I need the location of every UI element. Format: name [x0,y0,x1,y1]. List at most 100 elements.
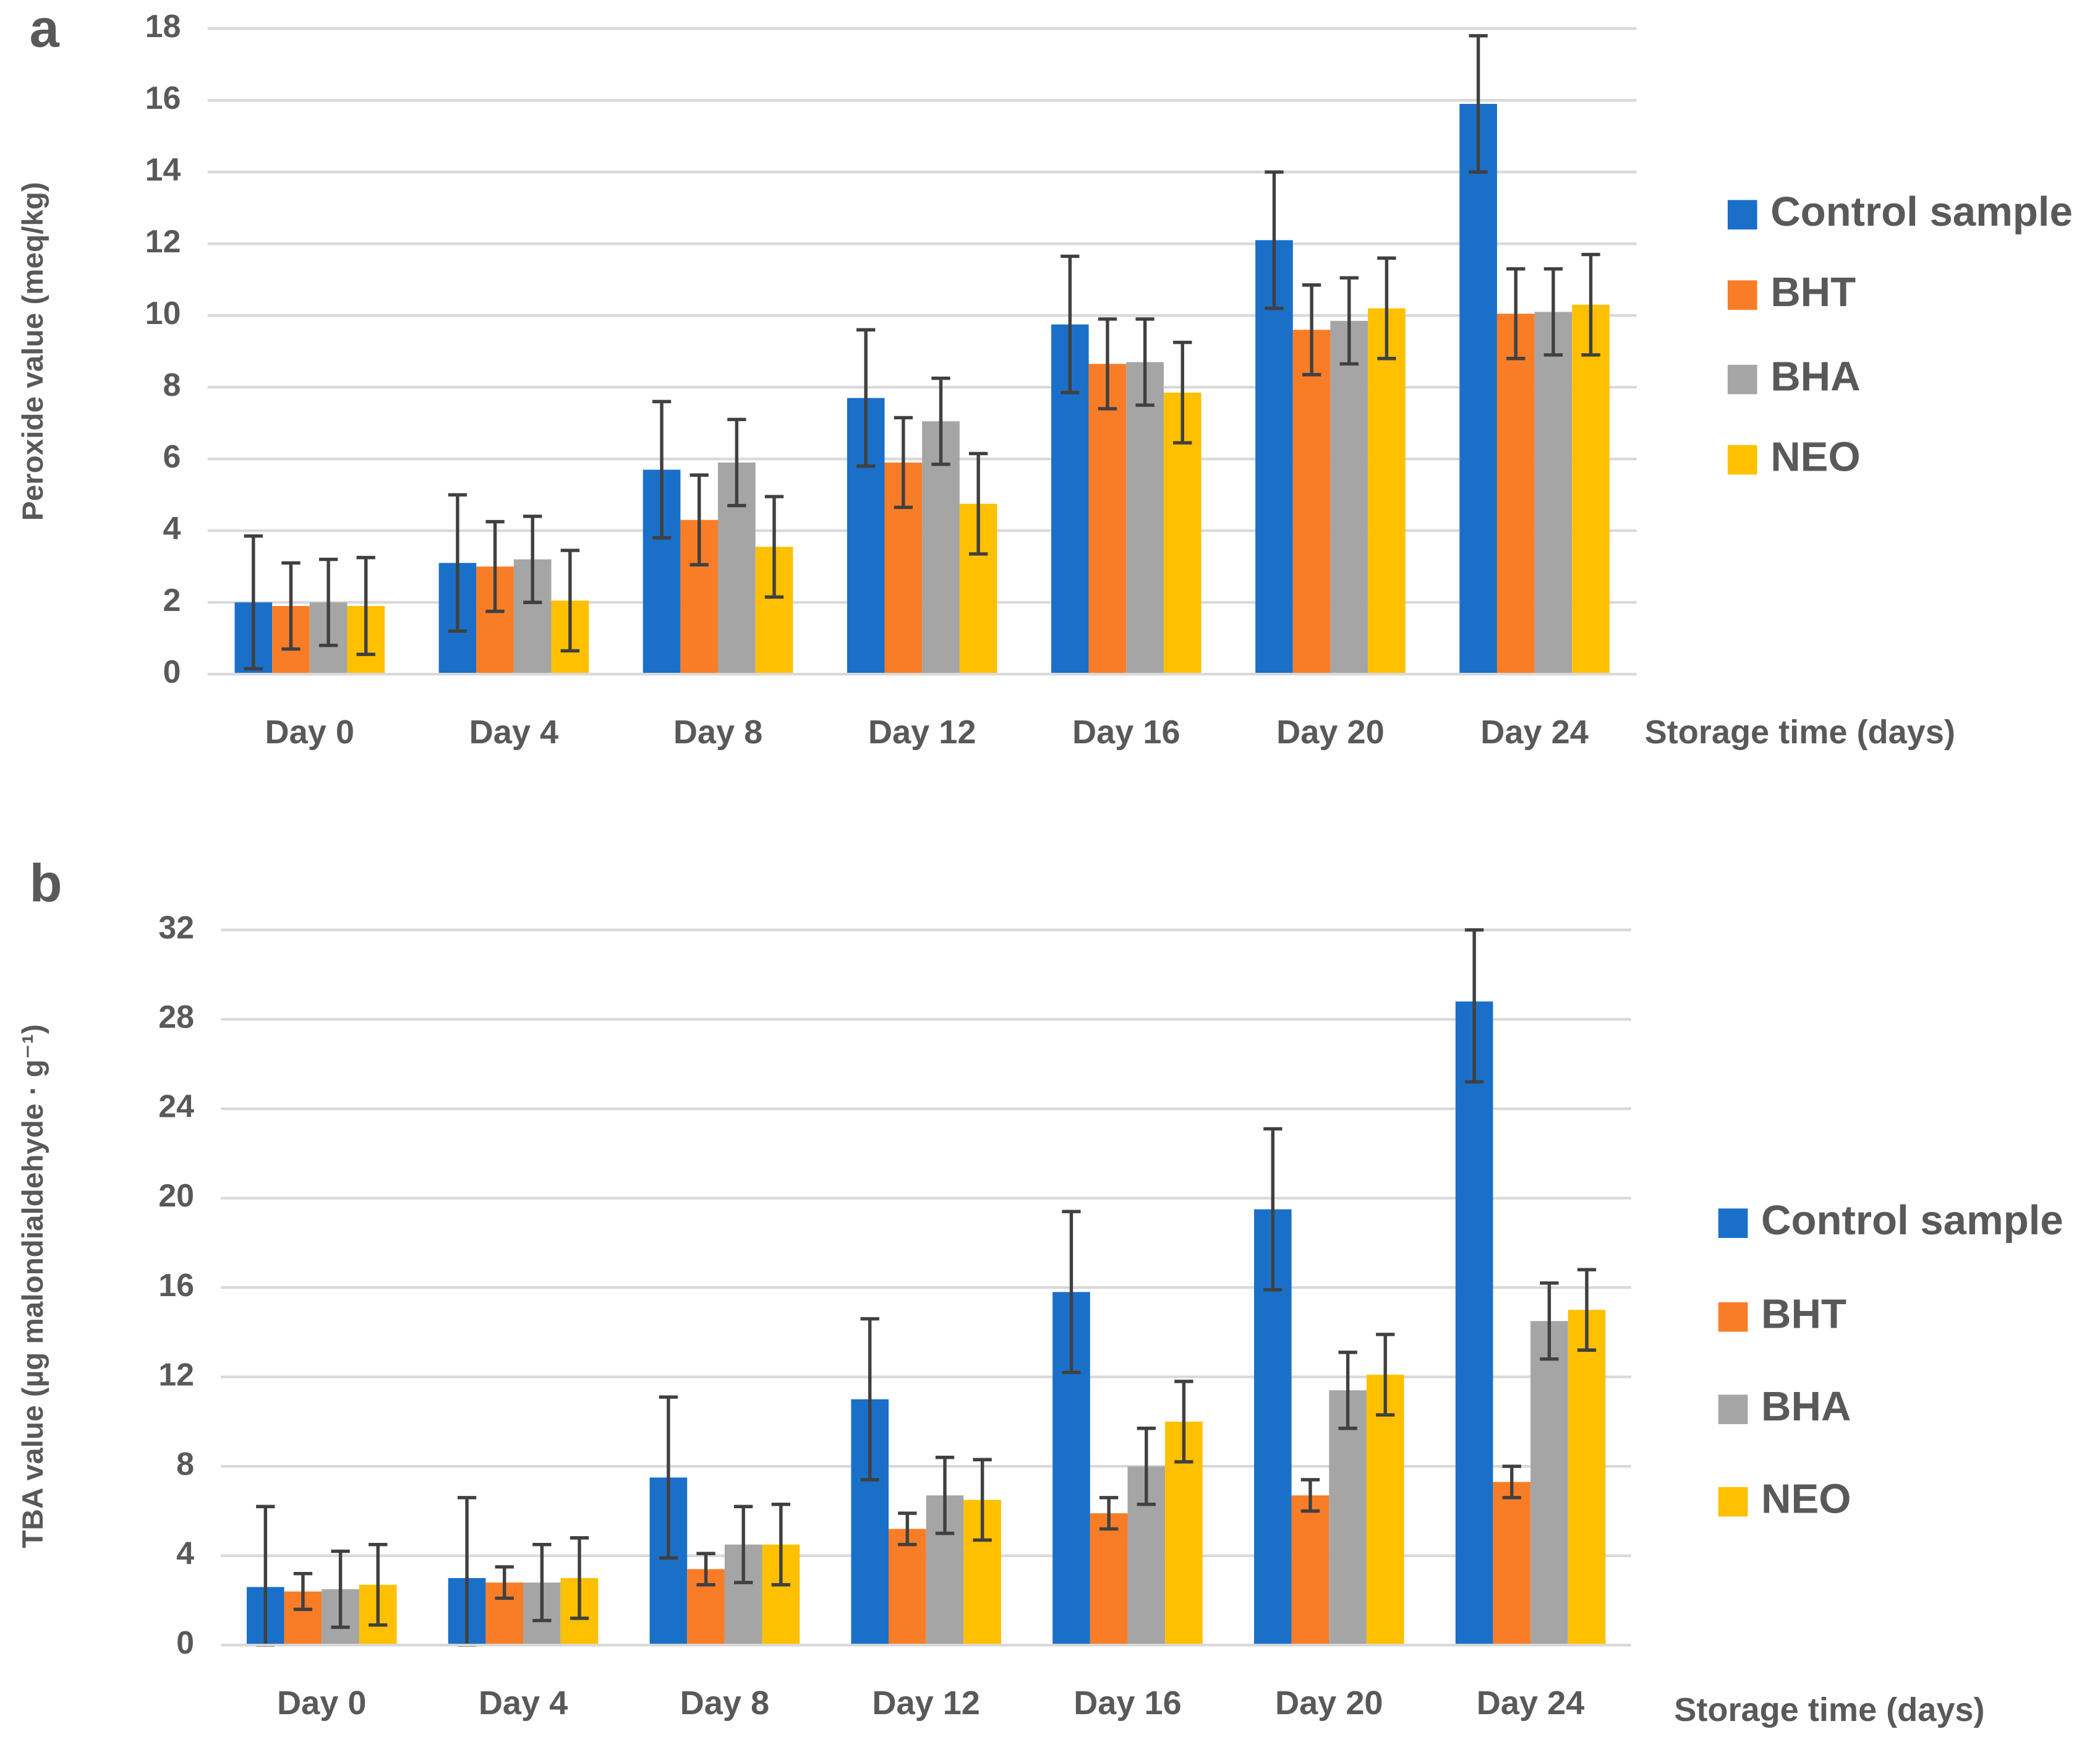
legend-label: Control sample [1770,189,2073,235]
error-bar [1464,928,1484,1084]
error-bar [1173,340,1192,445]
legend-label: BHT [1761,1291,1846,1337]
legend-swatch [1727,445,1757,475]
error-bar [734,1505,753,1584]
error-bar [448,493,467,633]
y-tick-label: 14 [145,152,181,188]
bar [1329,1390,1367,1646]
legend-swatch [1727,364,1757,395]
bar [1088,364,1127,675]
error-bar [1300,1478,1320,1513]
error-bar [293,1571,313,1612]
bar [889,1529,926,1646]
y-tick-label: 8 [176,1446,194,1482]
error-bar [1265,170,1284,310]
legend-label: BHA [1770,353,1860,399]
y-tick-label: 0 [163,654,181,690]
x-tick-label: Day 24 [1477,1684,1585,1722]
error-bar [1135,317,1155,407]
legend-swatch [1718,1208,1748,1238]
error-bar [1338,1351,1357,1430]
bar [1455,1001,1493,1646]
error-bar [356,555,375,656]
error-bar [1339,276,1359,366]
x-tick-label: Day 4 [479,1684,568,1722]
error-bar [1506,267,1526,361]
error-bar [1263,1127,1283,1292]
error-bar [1540,1281,1559,1361]
error-bar [856,328,876,468]
y-tick-label: 6 [163,439,181,475]
x-axis-label: Storage time (days) [1645,714,1955,751]
error-bar [1061,254,1080,395]
y-tick-label: 28 [158,999,194,1035]
error-bar [1377,256,1396,361]
error-bar [898,1511,917,1547]
error-bar [894,416,913,510]
legend-label: NEO [1761,1475,1851,1522]
error-bar [860,1317,879,1482]
error-bar [281,561,301,651]
y-tick-label: 12 [145,224,181,260]
bar [1496,314,1535,675]
x-tick-label: Day 8 [680,1684,769,1722]
y-axis-label: Peroxide value (meq/kg) [17,182,49,521]
legend-label: Control sample [1761,1197,2064,1244]
y-tick-label: 16 [145,80,181,116]
error-bar [652,399,672,540]
bar [1255,240,1293,675]
x-tick-label: Day 16 [1072,714,1180,751]
legend-label: BHT [1770,269,1856,315]
x-tick-label: Day 20 [1276,714,1385,751]
error-bar [532,1543,552,1623]
error-bar [318,557,338,647]
error-bar [523,514,542,604]
x-tick-label: Day 12 [872,1684,980,1722]
error-bar [968,451,988,556]
error-bar [485,519,505,613]
error-bar [1302,283,1321,377]
error-bar [771,1502,790,1587]
error-bar [931,376,950,466]
y-tick-label: 8 [163,367,181,403]
error-bar [369,1543,388,1627]
error-bar [331,1549,350,1629]
y-tick-label: 32 [158,910,194,946]
bar [1368,308,1406,675]
y-tick-label: 4 [176,1536,194,1572]
error-bar [973,1458,992,1542]
y-tick-label: 18 [145,9,181,45]
bar [1530,1321,1568,1646]
error-bar [1098,317,1117,411]
legend-label: BHA [1761,1383,1851,1430]
panel-label: b [30,853,62,913]
x-tick-label: Day 16 [1073,1684,1182,1722]
x-tick-label: Day 12 [868,714,976,751]
x-tick-label: Day 20 [1275,1684,1383,1722]
bar [1292,330,1331,675]
x-tick-label: Day 0 [277,1684,366,1722]
bar [1534,312,1573,675]
x-tick-label: Day 0 [265,714,354,751]
error-bar [1577,1268,1597,1352]
bar [1459,103,1497,675]
bar [1493,1482,1531,1646]
legend-swatch [1718,1487,1748,1517]
y-axis-label: TBA value (µg malondialdehyde · g⁻¹) [17,1024,49,1548]
legend-label: NEO [1770,433,1860,480]
error-bar [560,549,580,653]
error-bar [1137,1427,1156,1506]
x-tick-label: Day 4 [469,714,558,751]
y-tick-label: 24 [158,1089,194,1125]
y-tick-label: 16 [158,1268,194,1304]
error-bar [696,1552,715,1587]
error-bar [1174,1380,1193,1464]
y-tick-label: 2 [163,583,181,618]
bar [1291,1495,1330,1646]
y-tick-label: 0 [176,1625,194,1661]
error-bar [659,1395,678,1560]
error-bar [1099,1496,1119,1531]
legend-swatch [1718,1302,1748,1332]
x-tick-label: Day 8 [673,714,762,751]
